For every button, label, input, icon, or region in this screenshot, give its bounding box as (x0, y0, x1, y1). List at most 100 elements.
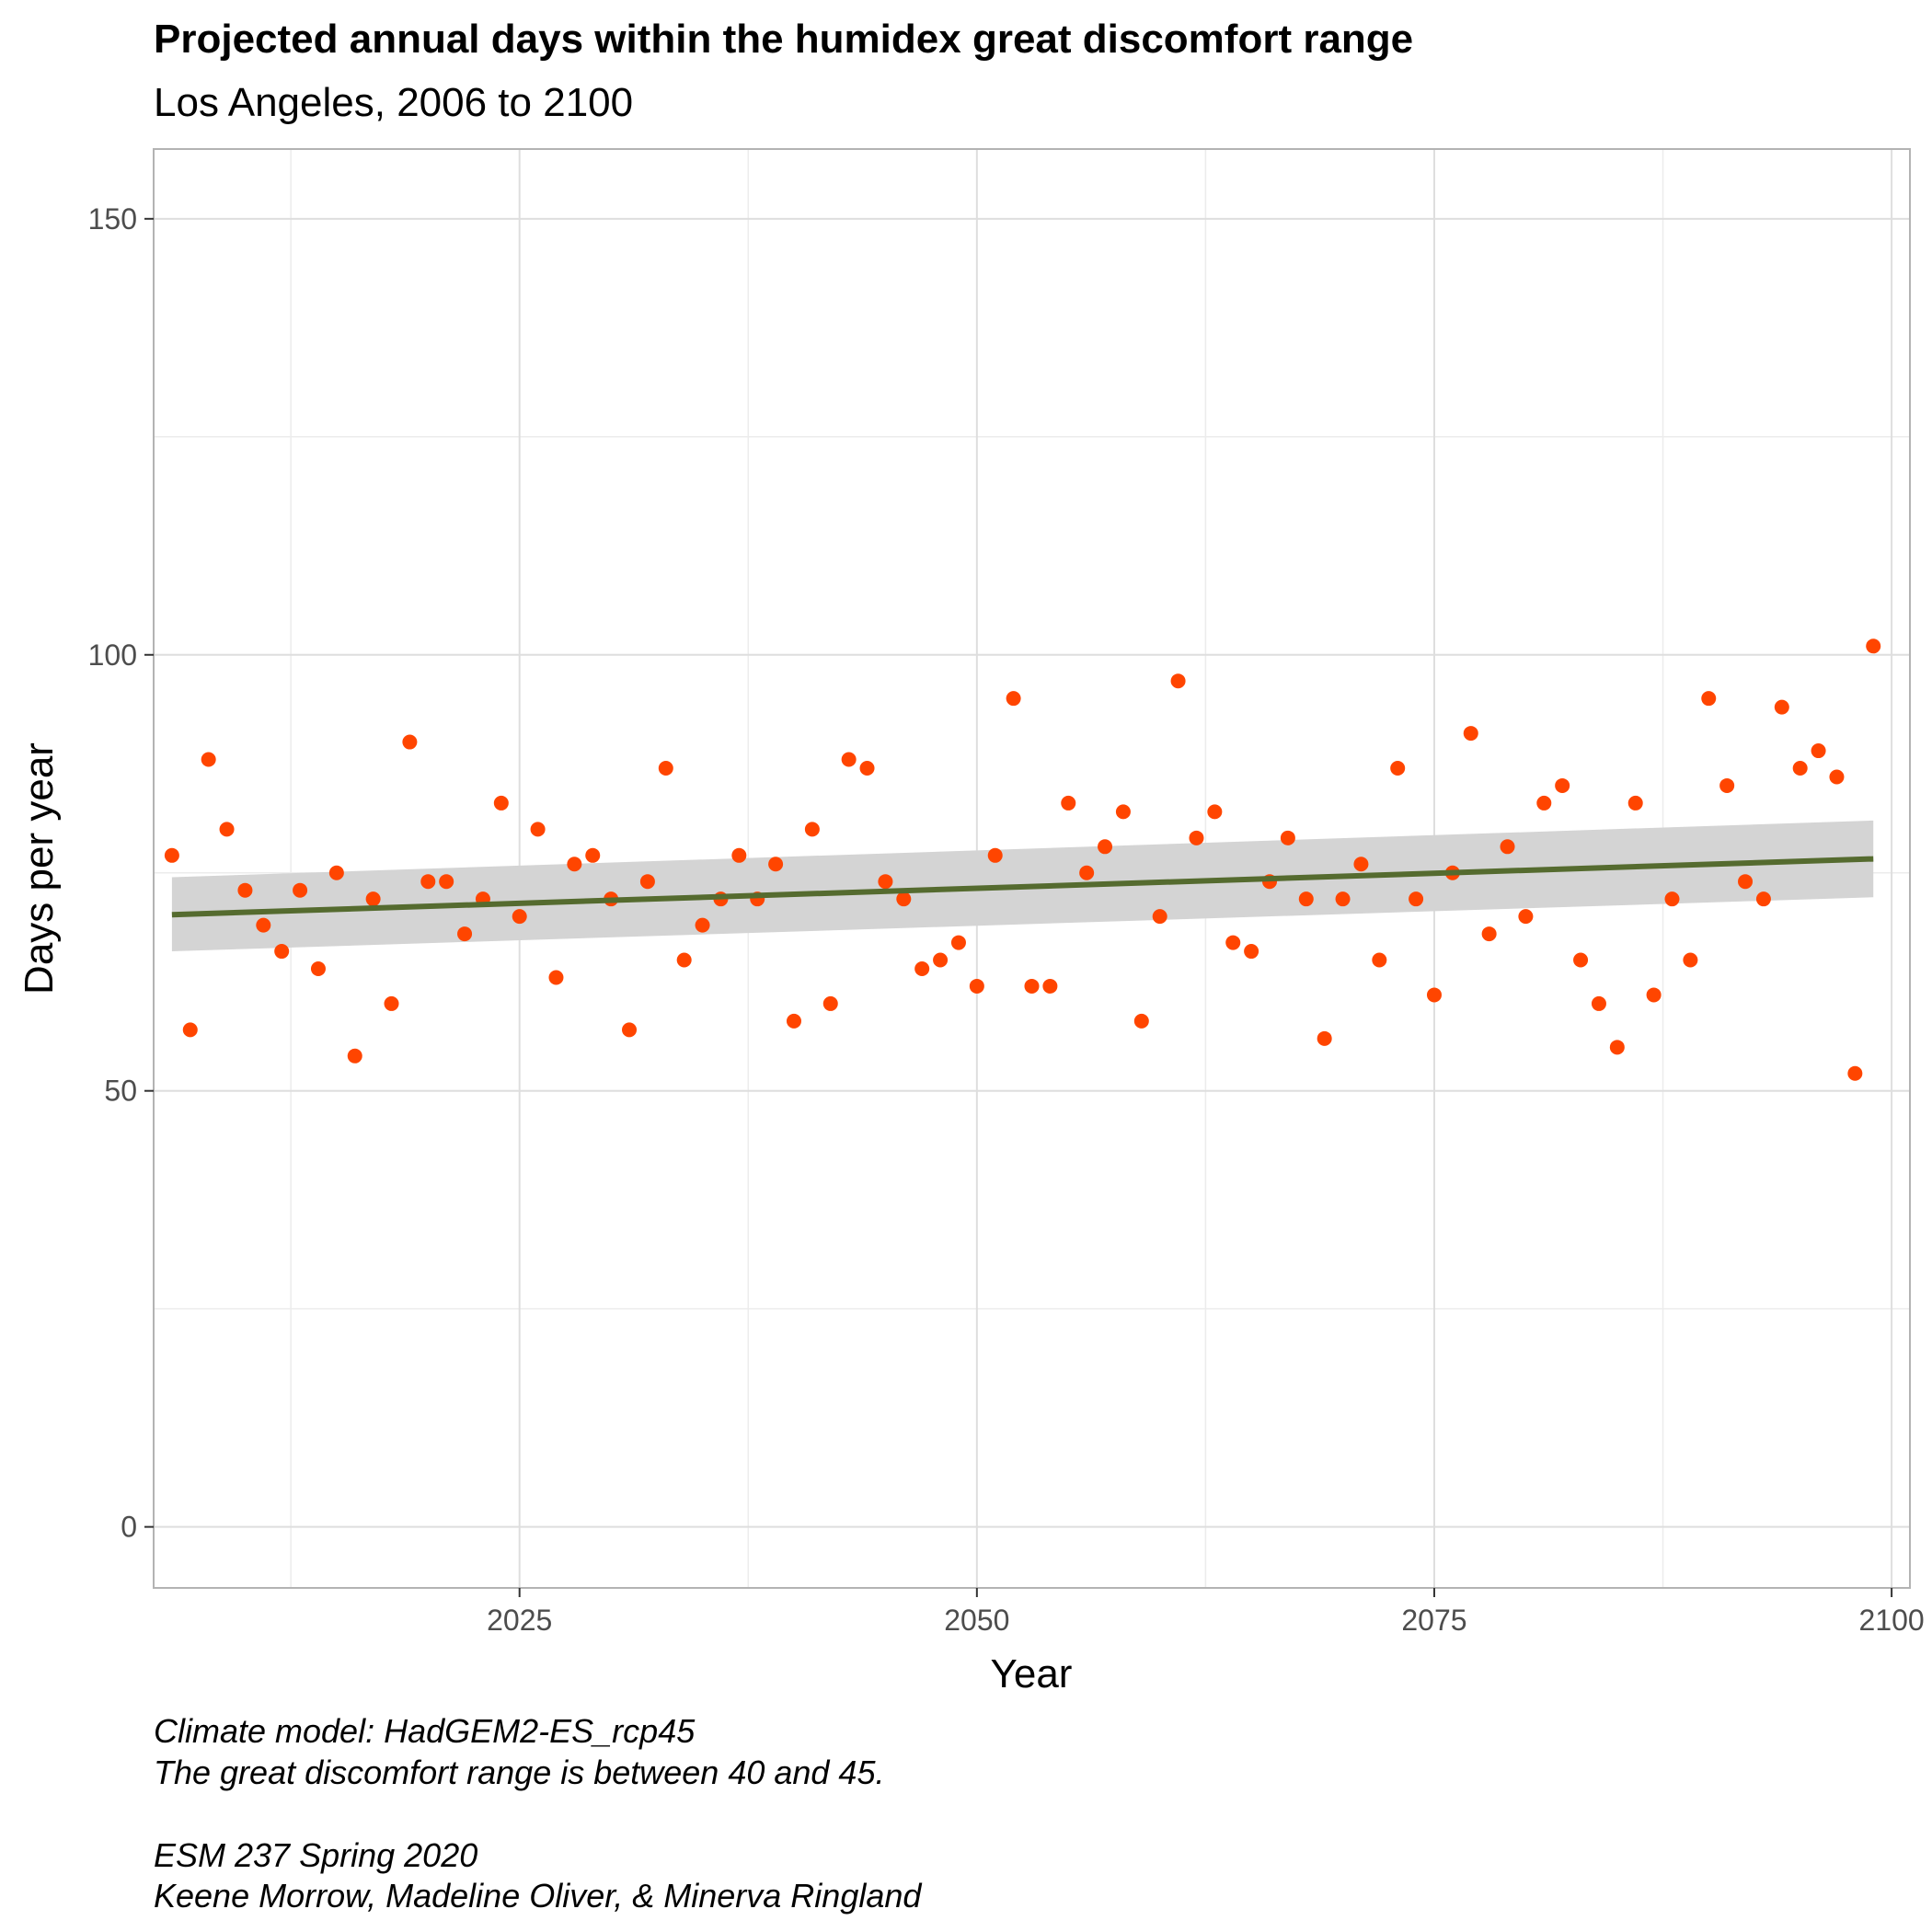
caption-line: ESM 237 Spring 2020 (154, 1836, 477, 1874)
data-point (639, 874, 655, 890)
y-tick-label: 50 (104, 1075, 137, 1108)
data-point (786, 1013, 801, 1029)
data-point (402, 734, 418, 750)
caption-line: Climate model: HadGEM2-ES_rcp45 (154, 1712, 696, 1750)
data-point (256, 917, 271, 933)
data-point (914, 961, 930, 977)
data-point (365, 891, 381, 907)
data-point (219, 822, 235, 837)
data-point (293, 882, 308, 898)
data-point (1627, 795, 1643, 811)
data-point (1463, 726, 1478, 742)
data-point (1481, 926, 1497, 942)
data-point (328, 865, 344, 880)
data-point (731, 847, 747, 863)
data-point (969, 978, 984, 994)
data-point (695, 917, 710, 933)
data-point (310, 961, 326, 977)
data-point (658, 760, 673, 776)
x-axis-ticks: 2025 2050 2075 2100 (487, 1588, 1925, 1637)
data-point (1811, 743, 1826, 759)
chart-title: Projected annual days within the humidex… (154, 17, 1413, 62)
data-point (457, 926, 473, 942)
caption-line: The great discomfort range is between 40… (154, 1754, 884, 1791)
data-point (1500, 839, 1515, 855)
data-point (1573, 952, 1589, 968)
data-point (933, 952, 949, 968)
data-point (859, 760, 875, 776)
data-point (1536, 795, 1552, 811)
data-point (841, 752, 857, 767)
data-point (878, 874, 893, 890)
x-tick-label: 2100 (1859, 1604, 1925, 1637)
data-point (548, 970, 564, 985)
data-point (1207, 804, 1223, 820)
data-point (1225, 935, 1241, 950)
data-point (1719, 777, 1735, 793)
data-point (1372, 952, 1387, 968)
data-point (1792, 760, 1808, 776)
data-point (1353, 857, 1369, 872)
data-point (1866, 638, 1881, 654)
data-point (420, 874, 436, 890)
data-point (1189, 830, 1204, 845)
data-point (1024, 978, 1040, 994)
data-point (439, 874, 454, 890)
chart-subtitle: Los Angeles, 2006 to 2100 (154, 80, 633, 125)
caption: Climate model: HadGEM2-ES_rcp45 The grea… (154, 1712, 922, 1915)
data-point (804, 822, 820, 837)
data-point (1079, 865, 1095, 880)
data-point (530, 822, 546, 837)
caption-line: Keene Morrow, Madeline Oliver, & Minerva… (154, 1877, 922, 1915)
data-point (384, 995, 399, 1011)
data-point (950, 935, 966, 950)
data-point (512, 909, 527, 925)
y-tick-label: 100 (88, 638, 137, 672)
data-point (1317, 1030, 1332, 1046)
data-point (347, 1048, 362, 1064)
data-point (1738, 874, 1754, 890)
data-point (1244, 944, 1259, 960)
y-tick-label: 0 (121, 1511, 137, 1544)
x-tick-label: 2075 (1401, 1604, 1466, 1637)
data-point (768, 857, 784, 872)
data-point (676, 952, 692, 968)
x-axis-title: Year (991, 1651, 1073, 1696)
data-point (567, 857, 582, 872)
data-point (1664, 891, 1680, 907)
data-point (493, 795, 509, 811)
data-point (1683, 952, 1698, 968)
data-point (1701, 691, 1717, 707)
plot-area (153, 148, 1911, 1589)
data-point (1335, 891, 1351, 907)
data-point (1098, 839, 1113, 855)
plot-border (153, 148, 1911, 1589)
trend-line (171, 856, 1874, 918)
data-point (1591, 995, 1606, 1011)
data-point (1755, 891, 1771, 907)
data-point (585, 847, 601, 863)
y-tick-label: 150 (88, 202, 137, 236)
data-point (1170, 673, 1186, 689)
data-point (1298, 891, 1314, 907)
y-axis-title: Days per year (17, 742, 62, 995)
data-point (1646, 987, 1662, 1003)
x-tick-label: 2025 (487, 1604, 552, 1637)
data-point (1774, 699, 1789, 715)
data-point (1609, 1040, 1625, 1055)
data-point (1115, 804, 1131, 820)
data-point (1409, 891, 1424, 907)
data-point (987, 847, 1003, 863)
data-point (1133, 1013, 1149, 1029)
data-point (1061, 795, 1076, 811)
data-point (164, 847, 179, 863)
x-tick-label: 2050 (944, 1604, 1009, 1637)
data-point (1152, 909, 1167, 925)
y-axis-ticks: 0 50 100 150 (88, 202, 154, 1544)
data-point (1042, 978, 1058, 994)
data-point (1847, 1065, 1863, 1081)
data-point (237, 882, 253, 898)
data-point (182, 1022, 198, 1038)
data-point (1426, 987, 1442, 1003)
